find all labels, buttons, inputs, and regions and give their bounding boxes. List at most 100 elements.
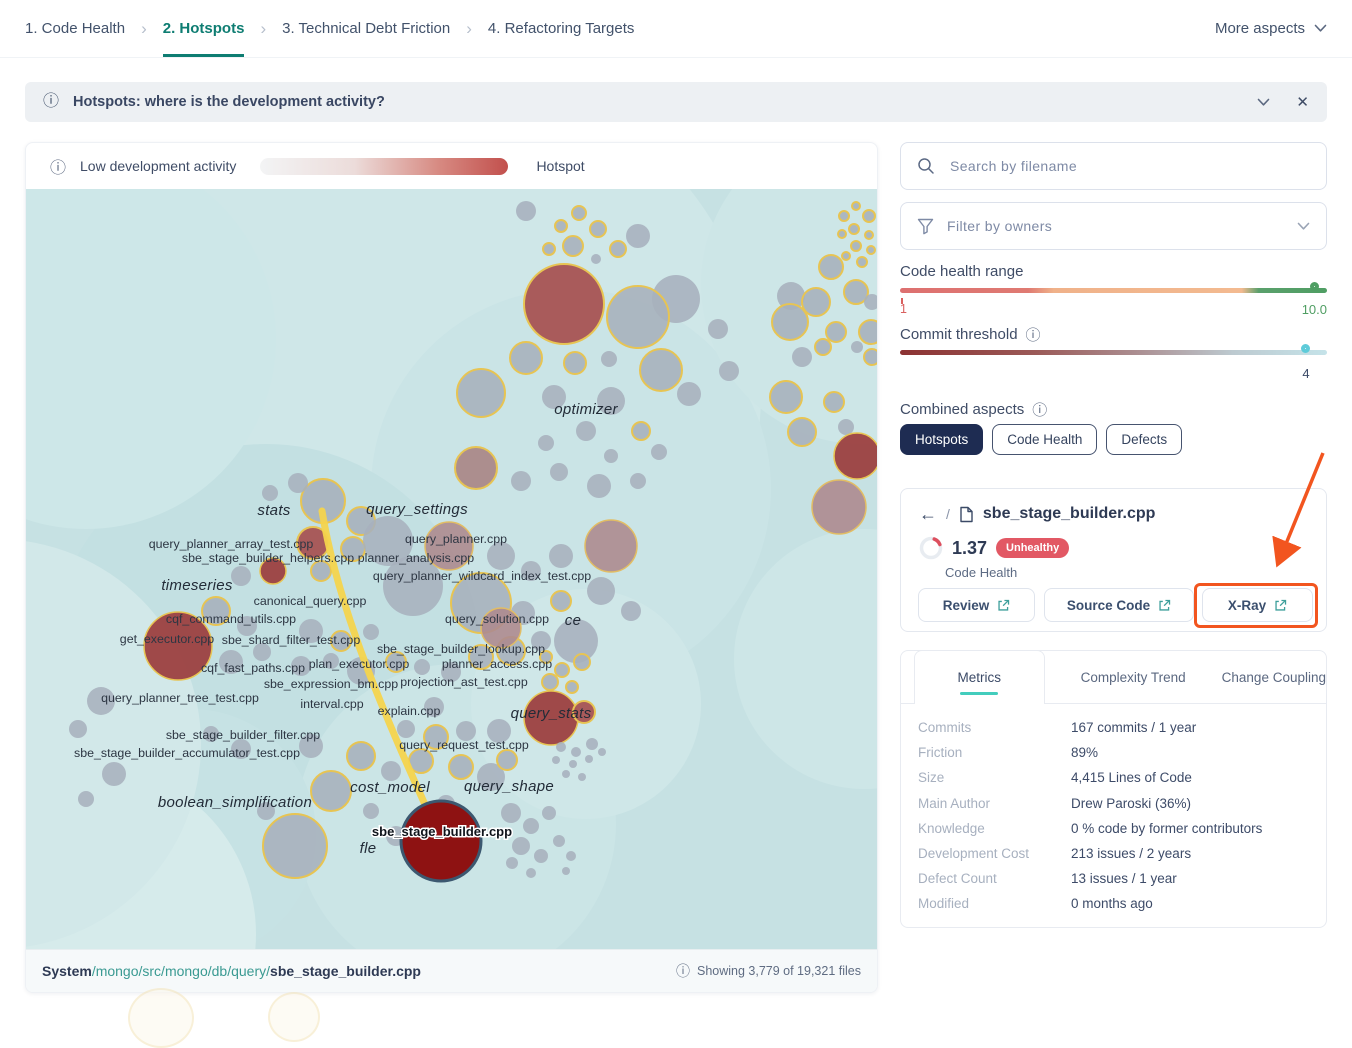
file-label[interactable]: projection_ast_test.cpp bbox=[400, 675, 528, 689]
banner-close-icon[interactable]: ✕ bbox=[1296, 94, 1309, 111]
map-bubble[interactable] bbox=[553, 835, 565, 847]
map-bubble[interactable] bbox=[626, 224, 650, 248]
map-bubble[interactable] bbox=[516, 201, 536, 221]
file-label[interactable]: planner_access.cpp bbox=[442, 657, 552, 671]
map-bubble[interactable] bbox=[219, 650, 243, 674]
map-bubble[interactable] bbox=[299, 734, 323, 758]
code-health-range-slider[interactable] bbox=[900, 282, 1327, 304]
file-label[interactable]: query_request_test.cpp bbox=[399, 738, 529, 752]
map-bubble[interactable] bbox=[851, 341, 863, 353]
map-bubble[interactable] bbox=[441, 662, 461, 682]
map-bubble[interactable] bbox=[838, 210, 850, 222]
map-bubble[interactable] bbox=[589, 220, 607, 238]
map-bubble[interactable] bbox=[550, 463, 568, 481]
action-button-review[interactable]: Review bbox=[918, 588, 1035, 622]
action-button-source-code[interactable]: Source Code bbox=[1044, 588, 1194, 622]
map-bubble[interactable] bbox=[541, 673, 559, 691]
map-bubble[interactable] bbox=[562, 867, 570, 875]
map-bubble[interactable] bbox=[598, 748, 606, 756]
file-label[interactable]: sbe_stage_builder_accumulator_test.cpp bbox=[74, 746, 300, 760]
map-bubble[interactable] bbox=[858, 319, 877, 345]
map-bubble[interactable] bbox=[554, 662, 570, 678]
map-bubble[interactable] bbox=[397, 720, 415, 738]
commit-threshold-handle[interactable] bbox=[1301, 344, 1310, 353]
file-label[interactable]: canonical_query.cpp bbox=[254, 594, 367, 608]
map-bubble[interactable] bbox=[414, 659, 430, 675]
map-bubble[interactable] bbox=[591, 254, 601, 264]
map-bubble[interactable] bbox=[363, 516, 413, 566]
map-bubble[interactable] bbox=[864, 294, 877, 310]
map-bubble[interactable] bbox=[102, 762, 126, 786]
nav-step-3-technical-debt-friction[interactable]: 3. Technical Debt Friction bbox=[282, 20, 451, 37]
tab-metrics[interactable]: Metrics bbox=[914, 650, 1045, 704]
map-bubble[interactable] bbox=[777, 282, 805, 310]
map-bubble[interactable] bbox=[423, 724, 449, 750]
tab-change-coupling[interactable]: Change Coupling bbox=[1221, 669, 1326, 685]
file-label[interactable]: sbe_shard_filter_test.cpp bbox=[222, 633, 361, 647]
map-bubble[interactable] bbox=[586, 738, 598, 750]
map-bubble[interactable] bbox=[501, 803, 521, 823]
map-bubble[interactable] bbox=[487, 542, 515, 570]
map-bubble[interactable] bbox=[262, 485, 278, 501]
map-bubble[interactable] bbox=[621, 601, 641, 621]
map-bubble[interactable] bbox=[609, 240, 627, 258]
nav-step-1-code-health[interactable]: 1. Code Health bbox=[25, 20, 126, 37]
file-label[interactable]: query_planner_wildcard_index_test.cpp bbox=[373, 569, 591, 583]
map-bubble[interactable] bbox=[259, 557, 287, 585]
map-bubble[interactable] bbox=[572, 700, 596, 724]
map-bubble[interactable] bbox=[523, 818, 539, 834]
map-bubble[interactable] bbox=[542, 806, 556, 820]
map-bubble[interactable] bbox=[383, 556, 443, 616]
map-bubble[interactable] bbox=[576, 421, 596, 441]
map-bubble[interactable] bbox=[587, 577, 615, 605]
map-bubble[interactable] bbox=[521, 561, 541, 581]
map-bubble[interactable] bbox=[288, 473, 308, 493]
aspect-button-defects[interactable]: Defects bbox=[1106, 424, 1183, 455]
map-bubble[interactable] bbox=[262, 813, 328, 879]
map-bubble[interactable] bbox=[571, 747, 581, 757]
map-bubble[interactable] bbox=[562, 235, 584, 257]
file-label[interactable]: planner_analysis.cpp bbox=[358, 551, 475, 565]
map-bubble[interactable] bbox=[814, 338, 832, 356]
map-bubble[interactable] bbox=[424, 521, 474, 571]
map-bubble[interactable] bbox=[87, 687, 115, 715]
map-bubble[interactable] bbox=[323, 653, 339, 669]
map-bubble[interactable] bbox=[534, 849, 548, 863]
map-bubble[interactable] bbox=[363, 803, 379, 819]
aspect-button-code-health[interactable]: Code Health bbox=[992, 424, 1098, 455]
map-bubble[interactable] bbox=[531, 631, 551, 651]
map-bubble[interactable] bbox=[787, 417, 817, 447]
map-bubble[interactable] bbox=[565, 680, 579, 694]
file-label[interactable]: get_executor.cpp bbox=[120, 632, 214, 646]
map-bubble[interactable] bbox=[511, 471, 531, 491]
map-bubble[interactable] bbox=[566, 851, 576, 861]
map-bubble[interactable] bbox=[601, 351, 617, 367]
map-bubble[interactable] bbox=[631, 421, 651, 441]
map-bubble[interactable] bbox=[454, 446, 498, 490]
map-bubble[interactable] bbox=[792, 347, 812, 367]
action-button-x-ray[interactable]: X-Ray bbox=[1202, 588, 1313, 622]
map-bubble[interactable] bbox=[468, 644, 494, 670]
map-bubble[interactable] bbox=[818, 254, 844, 280]
map-bubble[interactable] bbox=[496, 749, 518, 771]
map-bubble[interactable] bbox=[456, 368, 506, 418]
tab-complexity-trend[interactable]: Complexity Trend bbox=[1080, 669, 1186, 685]
map-bubble[interactable] bbox=[848, 223, 860, 235]
map-bubble[interactable] bbox=[569, 760, 577, 768]
map-bubble[interactable] bbox=[550, 590, 572, 612]
map-bubble[interactable] bbox=[801, 287, 831, 317]
map-bubble[interactable] bbox=[78, 791, 94, 807]
map-bubble[interactable] bbox=[506, 857, 518, 869]
file-label[interactable]: sbe_stage_builder_lookup.cpp bbox=[377, 642, 545, 656]
map-bubble[interactable] bbox=[203, 726, 219, 742]
aspect-button-hotspots[interactable]: Hotspots bbox=[900, 424, 984, 455]
file-label[interactable]: query_solution.cpp bbox=[445, 612, 549, 626]
file-label[interactable]: sbe_stage_builder_filter.cpp bbox=[166, 728, 320, 742]
map-bubble[interactable] bbox=[651, 444, 667, 460]
map-bubble[interactable] bbox=[719, 361, 739, 381]
back-arrow-icon[interactable]: ← bbox=[919, 504, 937, 524]
file-label[interactable]: sbe_stage_builder.cpp bbox=[370, 823, 513, 841]
map-bubble[interactable] bbox=[606, 285, 670, 349]
map-bubble[interactable] bbox=[771, 303, 809, 341]
map-bubble[interactable] bbox=[554, 619, 598, 663]
